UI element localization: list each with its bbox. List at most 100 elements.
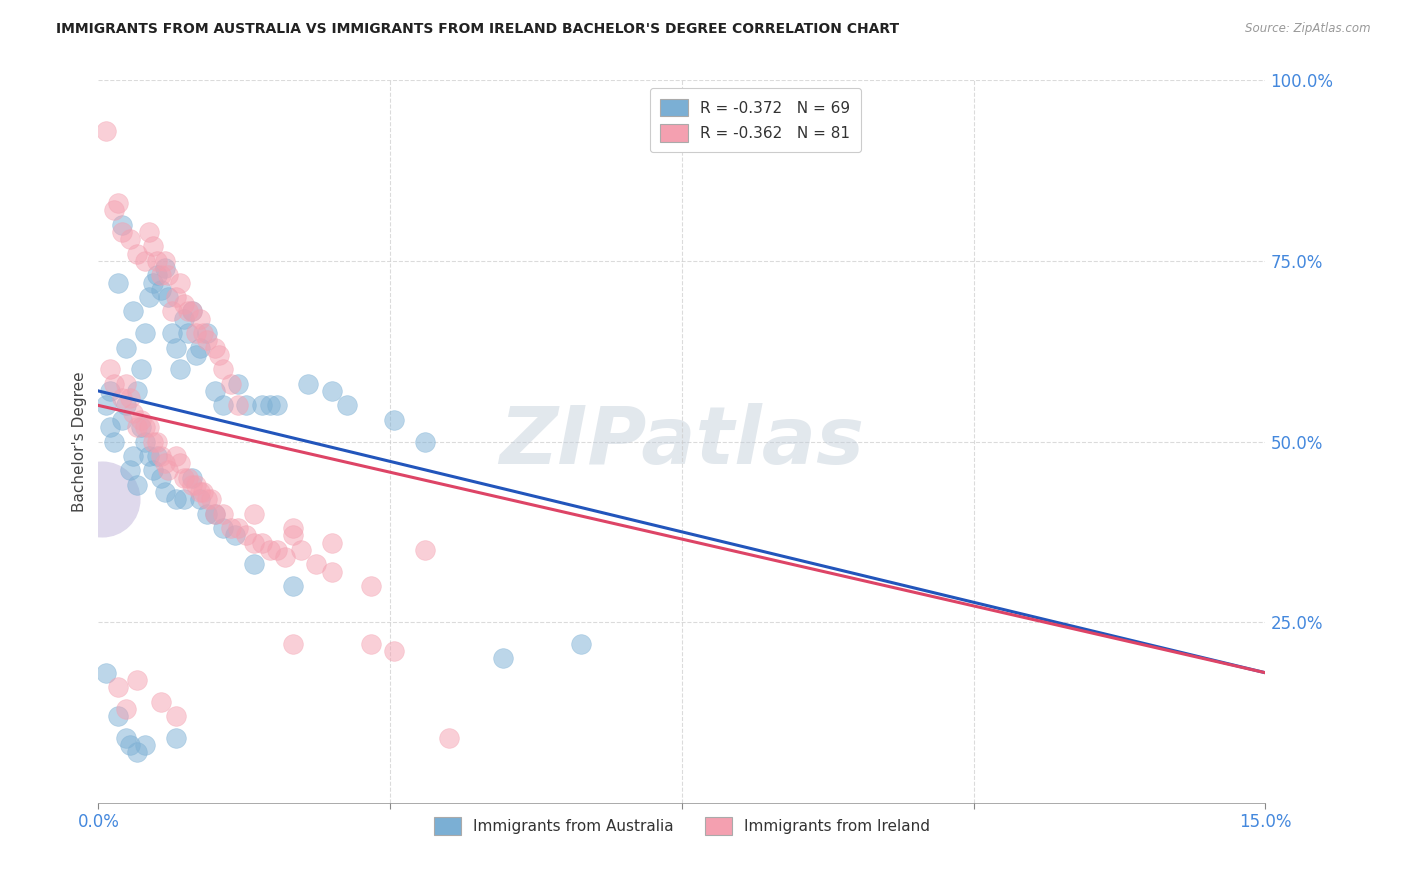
Point — [212, 362, 235, 376]
Point — [146, 268, 169, 283]
Point — [138, 449, 160, 463]
Text: ZIPatlas: ZIPatlas — [499, 402, 865, 481]
Point — [195, 326, 218, 341]
Point — [96, 124, 118, 138]
Point — [114, 376, 136, 391]
Point — [98, 384, 121, 398]
Point — [138, 290, 160, 304]
Point — [107, 276, 129, 290]
Point — [193, 485, 215, 500]
Point — [243, 535, 266, 549]
Point — [250, 398, 273, 412]
Point — [219, 376, 242, 391]
Point — [173, 492, 195, 507]
Point — [111, 391, 134, 405]
Point — [103, 376, 125, 391]
Point — [118, 232, 141, 246]
Point — [122, 406, 145, 420]
Point — [219, 521, 242, 535]
Point — [153, 253, 176, 268]
Point — [153, 261, 176, 276]
Point — [134, 738, 156, 752]
Point — [413, 434, 436, 449]
Point — [149, 449, 172, 463]
Point — [321, 384, 343, 398]
Point — [177, 304, 200, 318]
Text: IMMIGRANTS FROM AUSTRALIA VS IMMIGRANTS FROM IRELAND BACHELOR'S DEGREE CORRELATI: IMMIGRANTS FROM AUSTRALIA VS IMMIGRANTS … — [56, 22, 900, 37]
Point — [165, 290, 187, 304]
Point — [107, 709, 129, 723]
Point — [129, 362, 152, 376]
Point — [111, 413, 134, 427]
Legend: Immigrants from Australia, Immigrants from Ireland: Immigrants from Australia, Immigrants fr… — [423, 806, 941, 846]
Point — [122, 304, 145, 318]
Point — [142, 463, 165, 477]
Point — [382, 413, 405, 427]
Point — [228, 398, 250, 412]
Point — [180, 304, 202, 318]
Point — [103, 434, 125, 449]
Point — [437, 731, 460, 745]
Point — [146, 434, 169, 449]
Point — [111, 218, 134, 232]
Point — [382, 644, 405, 658]
Point — [169, 276, 191, 290]
Point — [169, 456, 191, 470]
Point — [134, 326, 156, 341]
Point — [142, 434, 165, 449]
Point — [180, 471, 202, 485]
Point — [138, 225, 160, 239]
Point — [195, 492, 218, 507]
Point — [290, 542, 312, 557]
Point — [208, 348, 231, 362]
Point — [114, 731, 136, 745]
Point — [281, 528, 304, 542]
Point — [228, 376, 250, 391]
Point — [127, 420, 149, 434]
Point — [266, 398, 288, 412]
Point — [413, 542, 436, 557]
Point — [173, 297, 195, 311]
Point — [195, 334, 218, 348]
Point — [134, 420, 156, 434]
Point — [162, 304, 184, 318]
Point — [142, 239, 165, 253]
Point — [114, 341, 136, 355]
Point — [165, 449, 187, 463]
Point — [127, 246, 149, 260]
Point — [212, 521, 235, 535]
Point — [134, 253, 156, 268]
Point — [122, 449, 145, 463]
Point — [250, 535, 273, 549]
Point — [165, 341, 187, 355]
Point — [157, 463, 180, 477]
Point — [114, 702, 136, 716]
Point — [149, 695, 172, 709]
Point — [118, 738, 141, 752]
Point — [360, 579, 382, 593]
Point — [259, 542, 281, 557]
Point — [103, 203, 125, 218]
Point — [127, 384, 149, 398]
Point — [165, 709, 187, 723]
Point — [224, 528, 246, 542]
Point — [259, 398, 281, 412]
Point — [114, 398, 136, 412]
Point — [91, 492, 114, 507]
Point — [146, 449, 169, 463]
Point — [212, 507, 235, 521]
Point — [96, 398, 118, 412]
Point — [281, 579, 304, 593]
Point — [177, 326, 200, 341]
Point — [204, 507, 226, 521]
Point — [98, 362, 121, 376]
Point — [149, 471, 172, 485]
Point — [188, 311, 211, 326]
Point — [153, 456, 176, 470]
Point — [184, 326, 207, 341]
Point — [228, 521, 250, 535]
Point — [212, 398, 235, 412]
Point — [360, 637, 382, 651]
Point — [173, 471, 195, 485]
Point — [184, 348, 207, 362]
